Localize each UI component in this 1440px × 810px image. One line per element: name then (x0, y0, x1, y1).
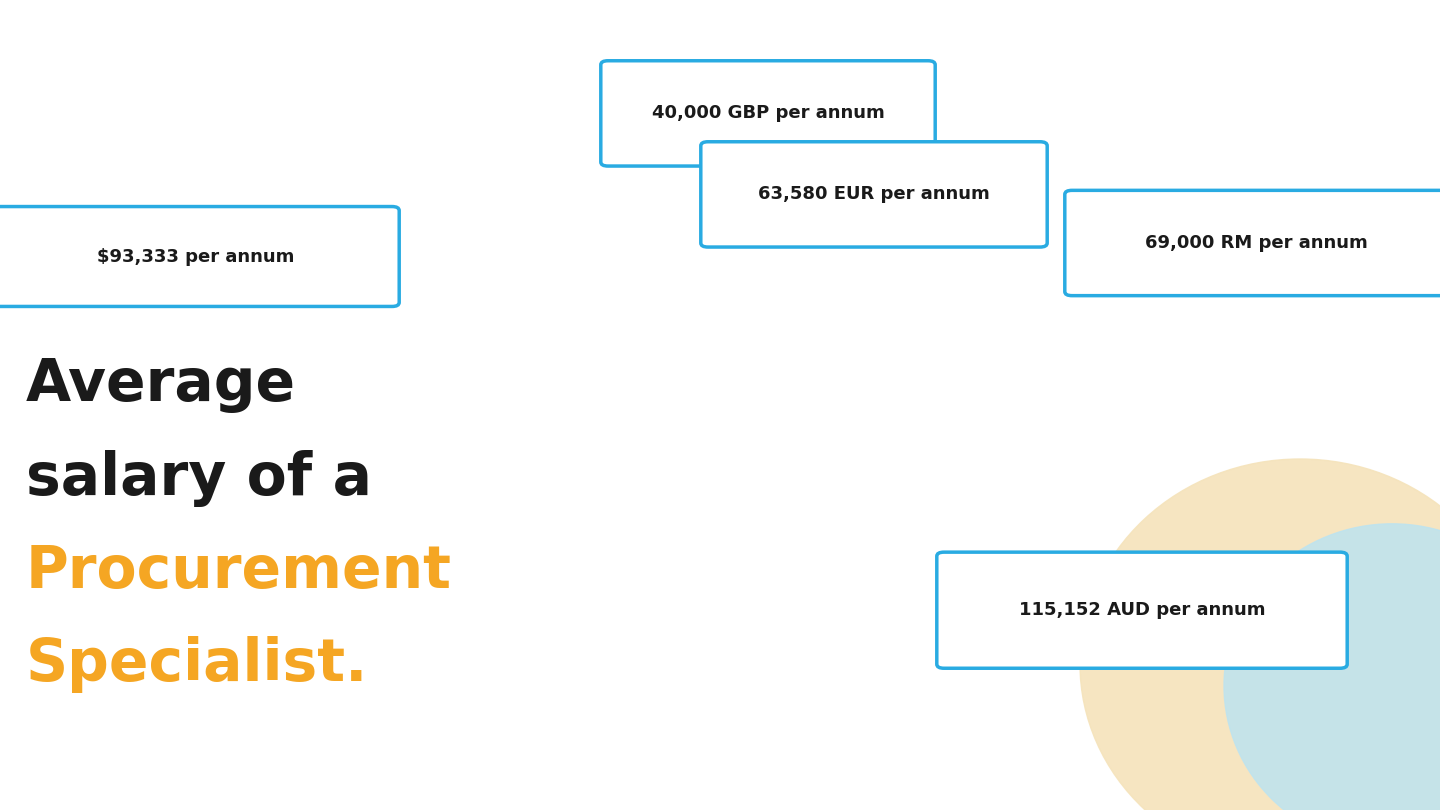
FancyBboxPatch shape (937, 552, 1348, 668)
FancyBboxPatch shape (0, 207, 399, 306)
Text: 63,580 EUR per annum: 63,580 EUR per annum (757, 185, 989, 203)
Text: 40,000 GBP per annum: 40,000 GBP per annum (652, 104, 884, 122)
FancyBboxPatch shape (1064, 190, 1440, 296)
Text: $93,333 per annum: $93,333 per annum (98, 248, 295, 266)
FancyBboxPatch shape (600, 61, 935, 166)
FancyBboxPatch shape (701, 142, 1047, 247)
Text: Average: Average (26, 356, 297, 413)
Text: 115,152 AUD per annum: 115,152 AUD per annum (1018, 601, 1266, 619)
Ellipse shape (1080, 459, 1440, 810)
Text: Procurement: Procurement (26, 543, 452, 599)
Text: 69,000 RM per annum: 69,000 RM per annum (1145, 234, 1368, 252)
Ellipse shape (1224, 524, 1440, 810)
Text: Specialist.: Specialist. (26, 636, 369, 693)
Text: salary of a: salary of a (26, 450, 372, 506)
